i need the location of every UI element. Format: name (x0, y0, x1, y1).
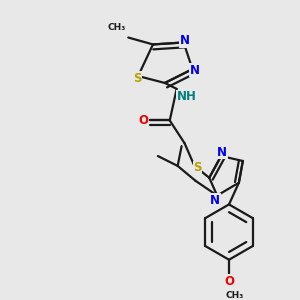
Text: S: S (133, 71, 141, 85)
Text: S: S (193, 161, 202, 174)
Text: N: N (217, 146, 227, 159)
Text: O: O (138, 114, 148, 127)
Text: N: N (189, 64, 200, 76)
Text: N: N (180, 34, 190, 47)
Text: CH₃: CH₃ (107, 23, 125, 32)
Text: CH₃: CH₃ (226, 291, 244, 300)
Text: NH: NH (177, 90, 196, 103)
Text: O: O (224, 275, 234, 288)
Text: N: N (210, 194, 220, 207)
